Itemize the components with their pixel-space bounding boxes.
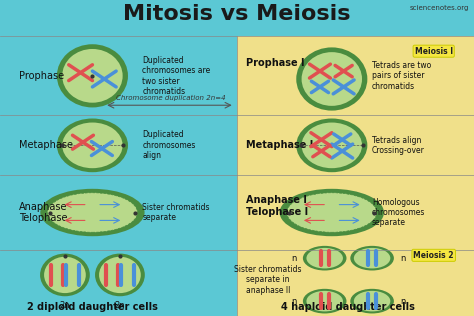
Ellipse shape [57, 118, 128, 172]
Ellipse shape [57, 44, 128, 107]
Text: Tetrads are two
pairs of sister
chromatids: Tetrads are two pairs of sister chromati… [372, 61, 431, 91]
Text: 2 diploid daughter cells: 2 diploid daughter cells [27, 302, 158, 312]
Text: Duplicated
chromosomes
align: Duplicated chromosomes align [142, 131, 196, 160]
Text: Sister chromatids
separate: Sister chromatids separate [142, 203, 210, 222]
Text: Meiosis 2: Meiosis 2 [413, 251, 454, 260]
Ellipse shape [62, 123, 123, 168]
Ellipse shape [62, 49, 123, 103]
Ellipse shape [301, 123, 362, 168]
Text: n: n [291, 254, 297, 263]
Ellipse shape [47, 193, 137, 232]
Text: n: n [400, 297, 406, 306]
Text: 2n: 2n [115, 301, 125, 310]
Ellipse shape [296, 118, 367, 172]
Text: Anaphase
Telophase: Anaphase Telophase [19, 202, 67, 223]
Text: Metaphase: Metaphase [19, 140, 73, 150]
Ellipse shape [303, 246, 346, 270]
Text: Anaphase I
Telophase I: Anaphase I Telophase I [246, 195, 309, 217]
Bar [0, 0, 474, 36]
Text: n: n [291, 297, 297, 306]
Text: sciencenotes.org: sciencenotes.org [410, 5, 469, 11]
Text: Chromosome duplication 2n=4: Chromosome duplication 2n=4 [116, 95, 226, 101]
Text: Metaphase I: Metaphase I [246, 140, 314, 150]
Ellipse shape [44, 257, 86, 293]
Text: Homologous
chromosomes
separate: Homologous chromosomes separate [372, 198, 426, 228]
Ellipse shape [296, 47, 367, 111]
Text: Sister chromatids
separate in
anaphase II: Sister chromatids separate in anaphase I… [234, 265, 301, 295]
Text: n: n [400, 254, 406, 263]
Ellipse shape [303, 289, 346, 313]
Text: Mitosis vs Meiosis: Mitosis vs Meiosis [123, 4, 351, 24]
Bar [0, 36, 237, 316]
Bar [237, 36, 474, 316]
Ellipse shape [287, 193, 377, 232]
Text: 4 haploid daughter cells: 4 haploid daughter cells [282, 302, 415, 312]
Ellipse shape [95, 253, 145, 296]
Text: Tetrads align
Crossing-over: Tetrads align Crossing-over [372, 136, 425, 155]
Ellipse shape [99, 257, 141, 293]
Ellipse shape [301, 52, 362, 106]
Ellipse shape [306, 291, 343, 312]
Ellipse shape [350, 246, 394, 270]
Text: Meiosis I: Meiosis I [415, 47, 453, 56]
Ellipse shape [306, 248, 343, 269]
Ellipse shape [40, 253, 90, 296]
Ellipse shape [354, 248, 391, 269]
Ellipse shape [280, 189, 384, 236]
Text: Duplicated
chromosomes are
two sister
chromatids: Duplicated chromosomes are two sister ch… [142, 56, 210, 96]
Ellipse shape [354, 291, 391, 312]
Text: Prophase I: Prophase I [246, 58, 305, 68]
Text: 2n: 2n [60, 301, 70, 310]
Text: Prophase: Prophase [19, 71, 64, 81]
Ellipse shape [40, 189, 145, 236]
Ellipse shape [350, 289, 394, 313]
